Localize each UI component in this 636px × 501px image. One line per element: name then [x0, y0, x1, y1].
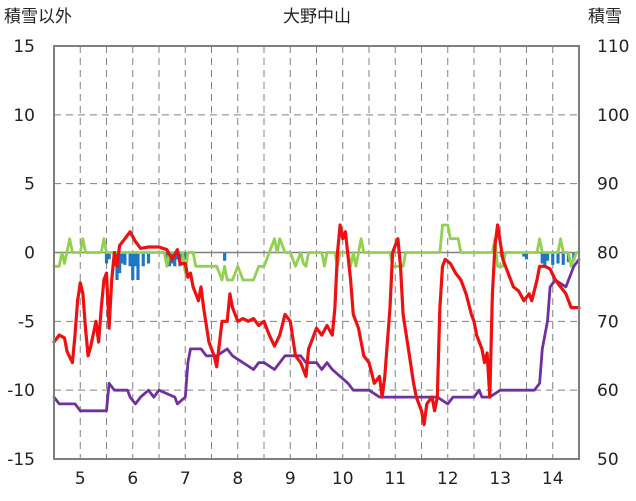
- y-left-tick-6: -15: [7, 450, 35, 470]
- precip-bar-19: [183, 252, 187, 260]
- precip-bar-20: [223, 252, 227, 261]
- y-left-tick-0: 15: [13, 37, 35, 57]
- precip-bar-5: [120, 252, 124, 264]
- y-right-tick-6: 50: [597, 450, 619, 470]
- x-tick-4: 9: [285, 469, 296, 489]
- x-tick-7: 12: [437, 469, 459, 489]
- x-tick-2: 7: [180, 469, 191, 489]
- y-right-tick-5: 60: [597, 381, 619, 401]
- x-tick-5: 10: [332, 469, 354, 489]
- precip-bar-25: [545, 252, 550, 261]
- precip-bar-6: [123, 252, 127, 265]
- precip-bar-24: [543, 252, 547, 267]
- y-right-tick-2: 90: [597, 175, 619, 195]
- y-axis-right-title: 積雪: [588, 7, 622, 27]
- y-left-tick-3: 0: [24, 244, 35, 264]
- precip-bar-28: [561, 252, 565, 265]
- y-right-tick-1: 100: [597, 106, 629, 126]
- y-right-tick-3: 80: [597, 244, 619, 264]
- y-left-tick-5: -10: [7, 381, 35, 401]
- precip-bar-26: [551, 252, 555, 265]
- y-right-tick-0: 110: [597, 37, 629, 57]
- precip-bar-16: [173, 252, 177, 267]
- x-tick-6: 11: [384, 469, 406, 489]
- x-tick-3: 8: [232, 469, 243, 489]
- x-tick-8: 13: [489, 469, 511, 489]
- y-right-tick-4: 70: [597, 312, 619, 332]
- y-left-tick-1: 10: [13, 106, 35, 126]
- y-left-tick-4: -5: [18, 312, 35, 332]
- temperature-line: [52, 223, 581, 427]
- precip-bar-8: [131, 252, 135, 281]
- precip-bar-12: [146, 252, 151, 264]
- precip-bar-9: [133, 252, 137, 267]
- precip-bar-27: [556, 252, 560, 264]
- precip-bar-1: [107, 252, 111, 260]
- chart-title: 大野中山: [283, 7, 351, 27]
- precip-bar-13: [165, 252, 169, 260]
- series-lines: [52, 223, 581, 427]
- precip-bar-0: [104, 252, 109, 264]
- precip-bar-21: [522, 252, 526, 257]
- precip-bar-4: [118, 252, 122, 274]
- x-tick-9: 14: [542, 469, 564, 489]
- precip-bar-10: [136, 252, 140, 281]
- y-axis-left-title: 積雪以外: [4, 7, 72, 27]
- y-left-tick-2: 5: [24, 175, 35, 195]
- snow-depth-line: [52, 258, 581, 413]
- precip-bar-23: [540, 252, 544, 264]
- precip-bar-7: [128, 252, 132, 267]
- precip-bar-22: [524, 252, 529, 260]
- precip-bar-11: [141, 252, 145, 267]
- plot-frame: [53, 45, 580, 460]
- x-tick-0: 5: [75, 469, 86, 489]
- x-tick-1: 6: [127, 469, 138, 489]
